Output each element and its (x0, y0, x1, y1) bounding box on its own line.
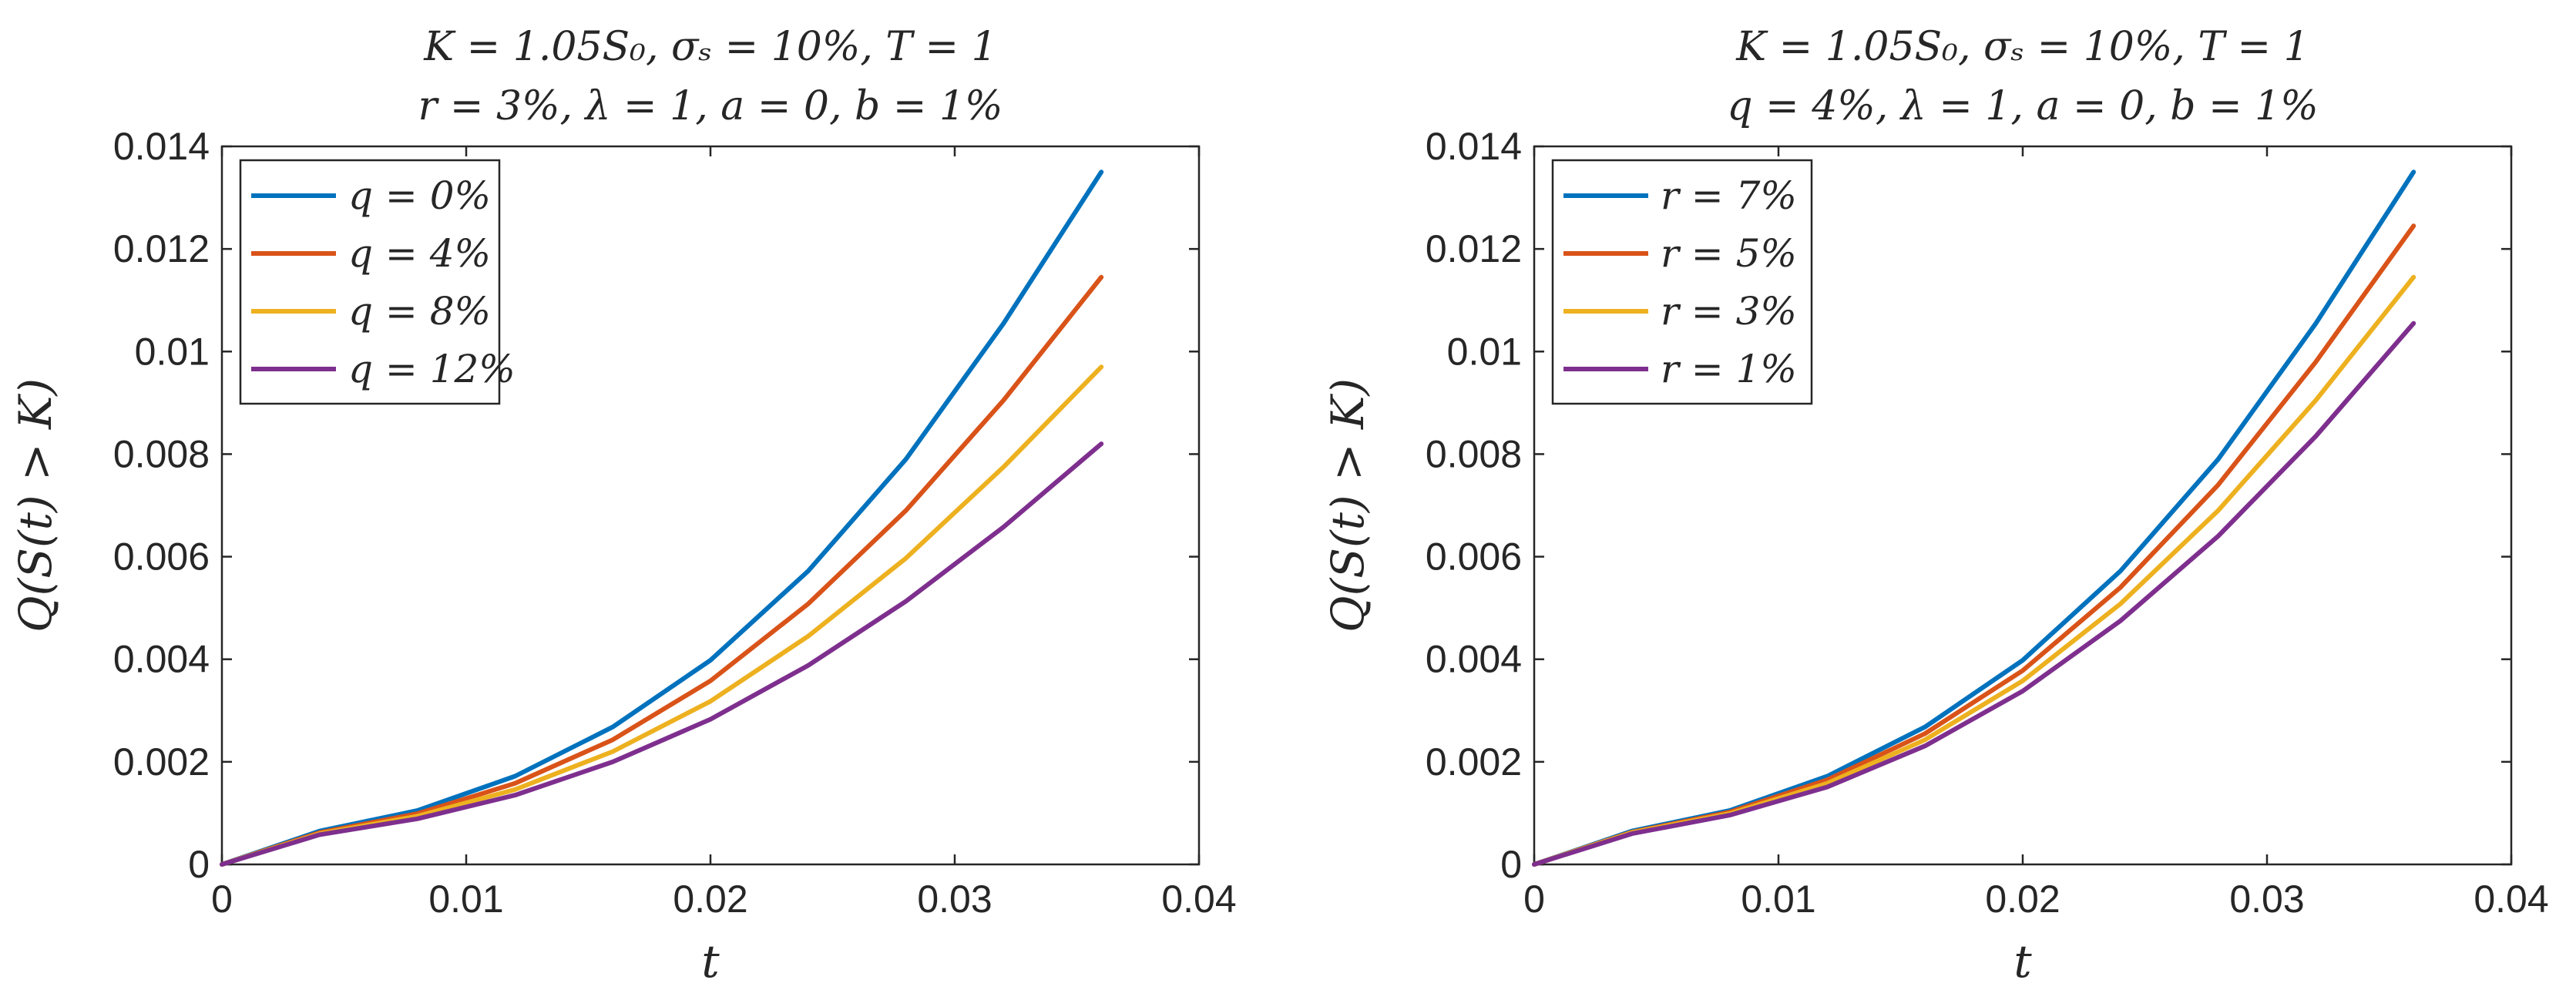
y-tick-label: 0.008 (1426, 432, 1522, 475)
x-axis-label: t (2013, 935, 2032, 988)
y-tick-label: 0.004 (1426, 638, 1522, 681)
x-tick-label: 0.01 (1741, 878, 1815, 921)
x-tick-label: 0 (211, 878, 233, 921)
x-tick-label: 0.03 (917, 878, 992, 921)
legend-entry-2: r = 5% (1661, 231, 1797, 276)
y-tick-label: 0 (1500, 843, 1522, 886)
legend-entry-1: q = 0% (348, 173, 491, 218)
x-axis-label: t (701, 935, 720, 988)
legend-entry-2: q = 4% (348, 231, 491, 276)
x-tick-label: 0.02 (1985, 878, 2060, 921)
y-tick-label: 0.01 (135, 330, 210, 373)
chart-1: 0 0.01 0.02 0.03 0.04 0 0.002 0.004 0.006 0.008 0.… (9, 24, 1237, 988)
legend-entry-4: q = 12% (348, 347, 516, 391)
x-tick-label: 0 (1523, 878, 1545, 921)
x-tick-label: 0.04 (1161, 878, 1236, 921)
chart-title-line-1: K = 1.05S₀, σₛ = 10%, T = 1 (423, 24, 996, 70)
x-tick-label: 0.02 (673, 878, 747, 921)
legend (1551, 159, 1813, 405)
y-tick-label: 0.002 (1426, 740, 1522, 784)
series-line-4 (1532, 320, 2416, 867)
legend-entry-4: r = 1% (1661, 347, 1797, 391)
legend-entry-3: r = 3% (1661, 289, 1797, 334)
chart-2: 0 0.01 0.02 0.03 0.04 0 0.002 0.004 0.006 0.008 0.… (1322, 24, 2549, 988)
y-tick-label: 0.01 (1447, 330, 1522, 373)
series-line-4 (220, 441, 1104, 867)
chart-title-line-1: K = 1.05S₀, σₛ = 10%, T = 1 (1735, 24, 2309, 70)
x-tick-label: 0.03 (2229, 878, 2304, 921)
y-axis-label: Q(S(t) > K) (1322, 378, 1374, 633)
y-tick-label: 0.008 (113, 432, 210, 475)
y-tick-label: 0.004 (113, 638, 210, 681)
x-tick-label: 0.01 (428, 878, 503, 921)
x-tick-label: 0.04 (2474, 878, 2548, 921)
legend-entry-3: q = 8% (348, 289, 491, 334)
legend (239, 159, 501, 405)
y-tick-label: 0.012 (1426, 227, 1522, 270)
y-tick-label: 0.014 (113, 125, 210, 168)
y-tick-label: 0.006 (113, 535, 210, 579)
chart-title-line-2: q = 4%, λ = 1, a = 0, b = 1% (1727, 83, 2318, 129)
y-tick-label: 0.014 (1426, 125, 1522, 168)
y-axis-label: Q(S(t) > K) (9, 378, 62, 633)
y-tick-label: 0.002 (113, 740, 210, 784)
y-tick-label: 0.006 (1426, 535, 1522, 579)
y-tick-label: 0 (188, 843, 210, 886)
legend-entry-1: r = 7% (1661, 173, 1797, 218)
chart-title-line-2: r = 3%, λ = 1, a = 0, b = 1% (418, 83, 1003, 129)
y-tick-label: 0.012 (113, 227, 210, 270)
